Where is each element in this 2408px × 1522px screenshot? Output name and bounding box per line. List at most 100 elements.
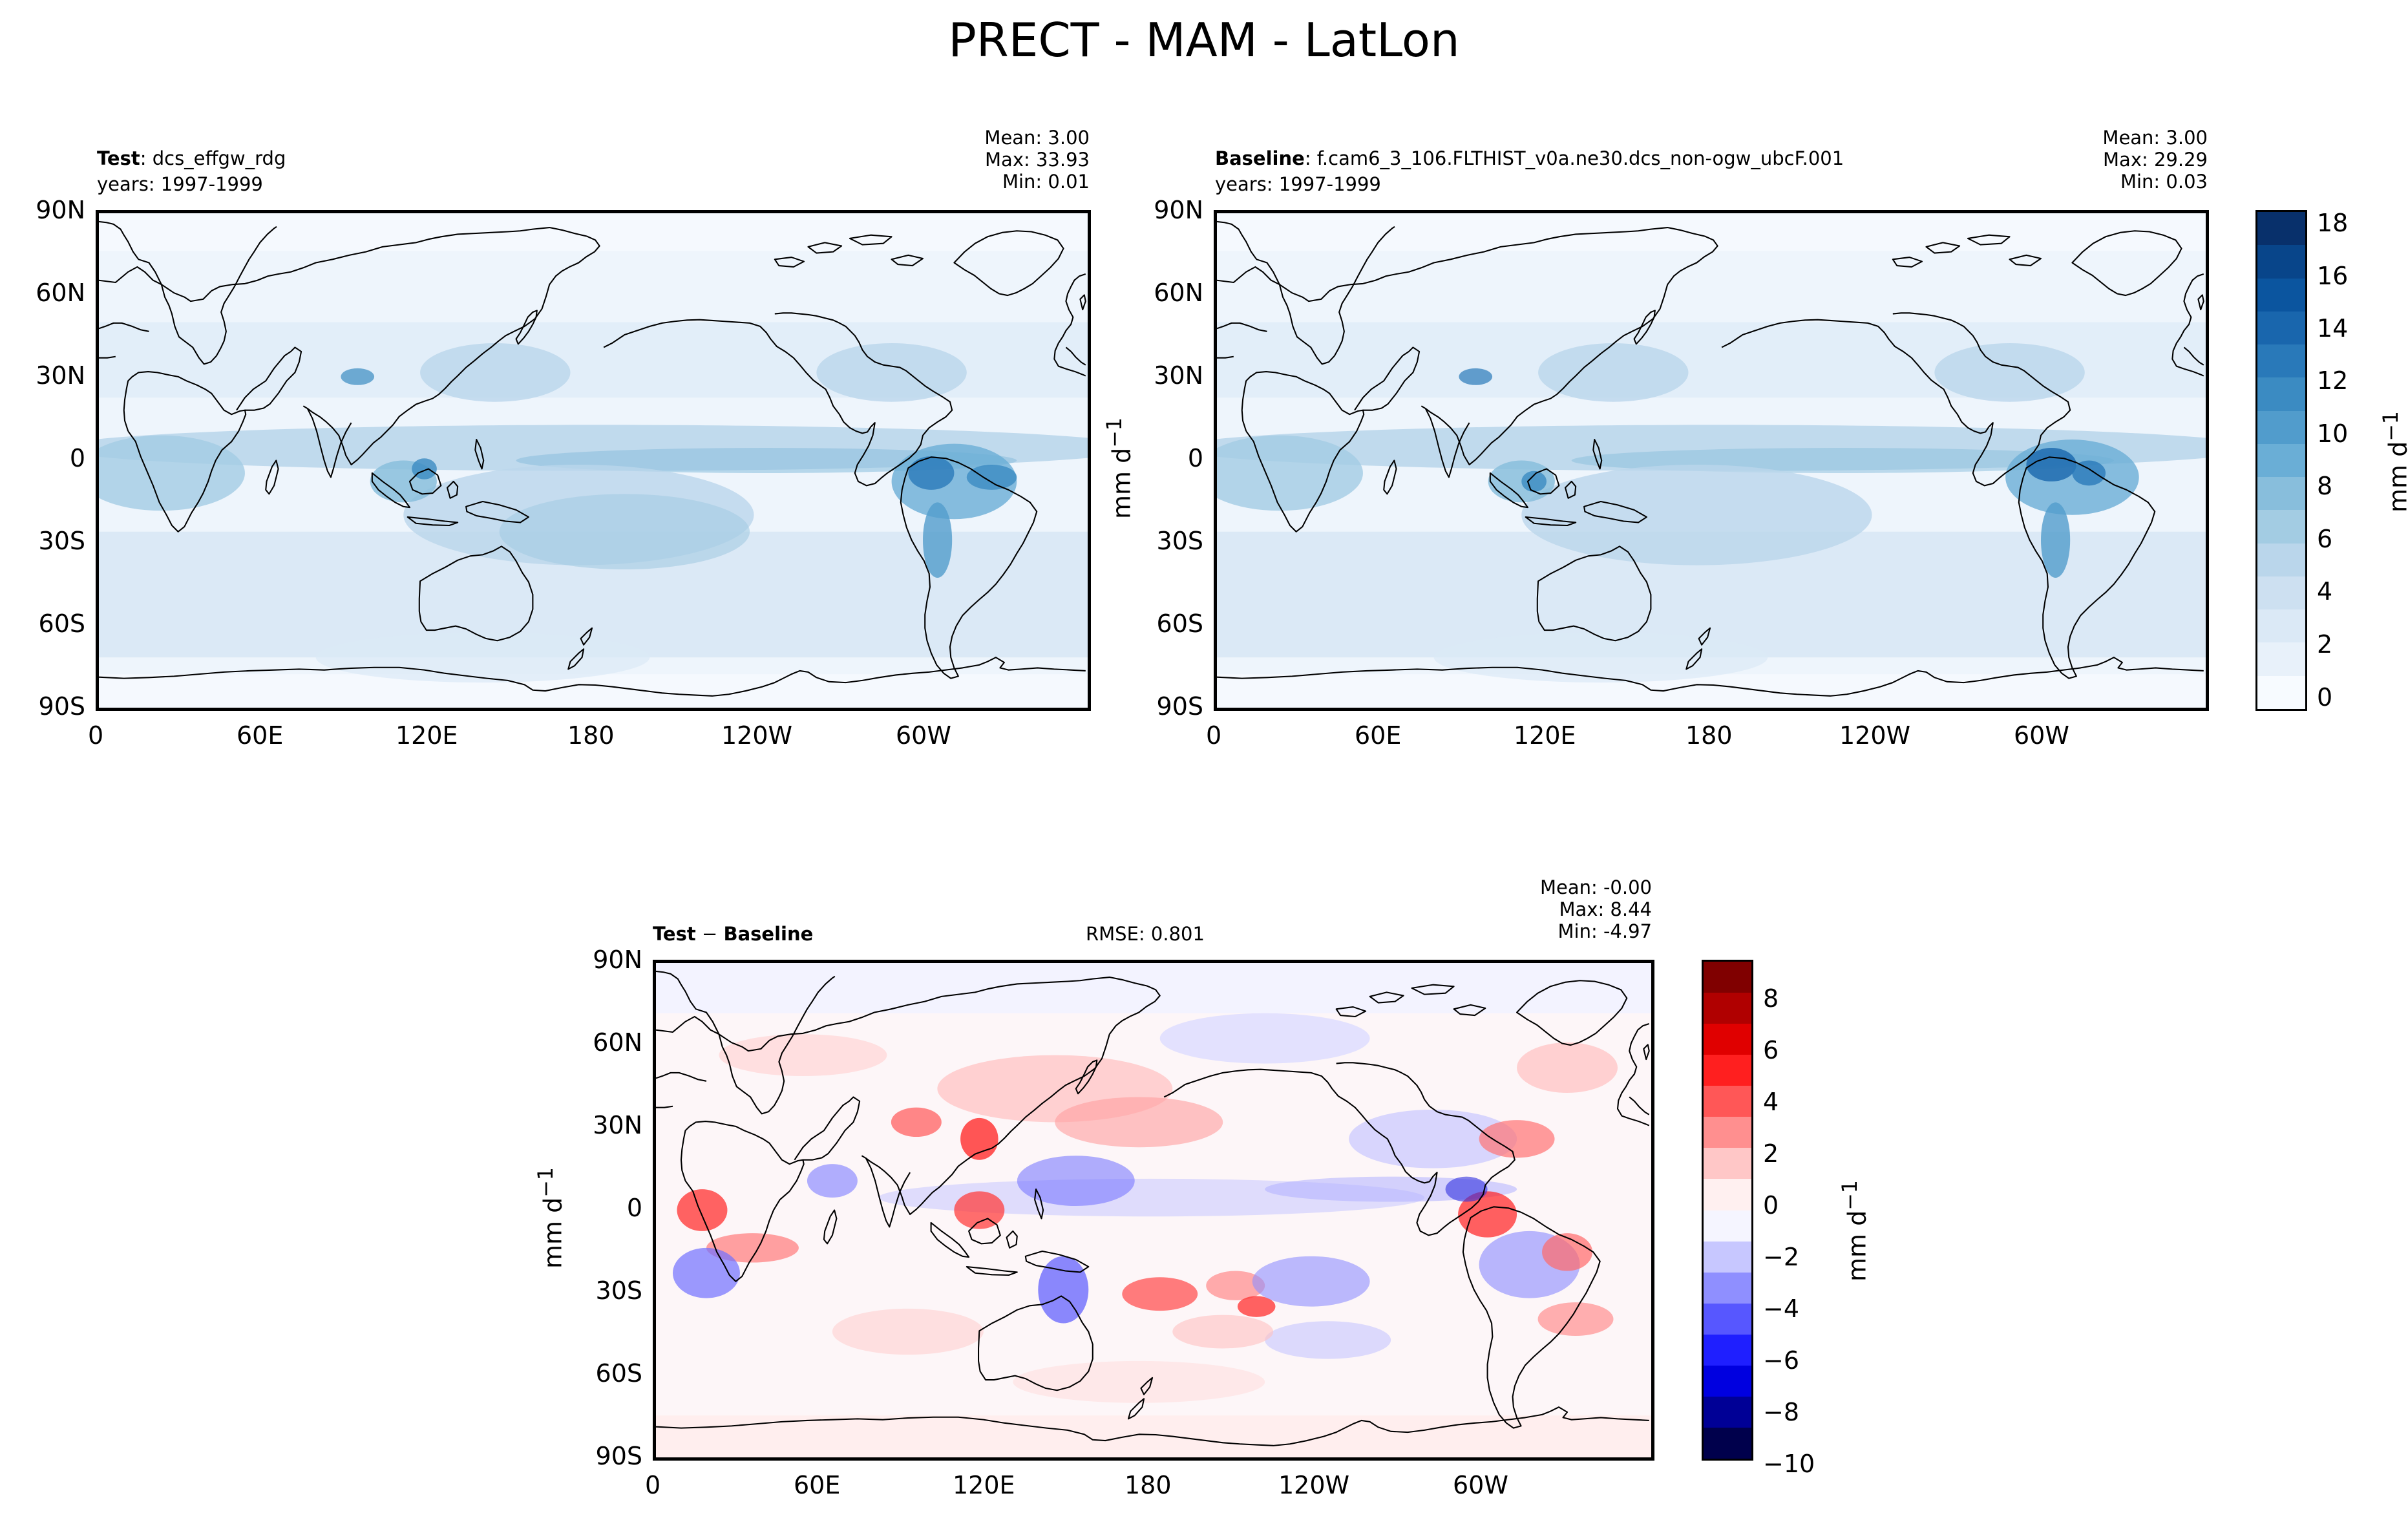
test-name-rest: : dcs_effgw_rdg <box>140 147 286 169</box>
lat-tick: 60N <box>1154 279 1203 307</box>
diff-colorbar-swatch <box>1704 1334 1751 1366</box>
test-precip-field <box>99 213 1088 708</box>
lat-tick: 30N <box>1154 361 1203 390</box>
lon-tick: 60W <box>896 721 951 750</box>
diff-lat-axis: 90N 60N 30N 0 30S 60S 90S <box>549 947 654 1477</box>
test-stats: Mean: 3.00 Max: 33.93 Min: 0.01 <box>984 127 1090 193</box>
lon-tick: 0 <box>1206 721 1222 750</box>
lat-tick: 90N <box>1154 196 1203 224</box>
lon-tick: 180 <box>567 721 615 750</box>
lon-tick: 180 <box>1685 721 1733 750</box>
precip-colorbar <box>2255 210 2307 711</box>
diff-lon-axis: 0 60E 120E 180 120W 60W <box>645 1471 1654 1505</box>
lon-tick: 180 <box>1125 1471 1172 1499</box>
precip-colorbar-swatch <box>2257 543 2305 576</box>
baseline-map <box>1214 210 2209 711</box>
precip-colorbar-swatch <box>2257 443 2305 478</box>
diff-colorbar-swatch <box>1704 1241 1751 1273</box>
test-lat-axis: 90N 60N 30N 0 30S 60S 90S <box>0 197 97 727</box>
cb-tick: −2 <box>1763 1243 1800 1271</box>
cb-tick: 18 <box>2317 209 2349 237</box>
diff-name-a: Test <box>653 923 696 945</box>
baseline-stats: Mean: 3.00 Max: 29.29 Min: 0.03 <box>2102 127 2208 193</box>
test-lon-axis: 0 60E 120E 180 120W 60W <box>88 721 1091 755</box>
baseline-stat-mean: Mean: 3.00 <box>2102 127 2208 149</box>
baseline-ylabel: mm d−1 <box>1103 417 1136 519</box>
cb-tick: 8 <box>1763 984 1779 1013</box>
cb-tick: 8 <box>2317 472 2333 500</box>
lat-tick: 90N <box>36 196 85 224</box>
cb-tick: −8 <box>1763 1398 1800 1426</box>
diff-colorbar <box>1702 960 1753 1461</box>
test-stat-min: Min: 0.01 <box>1002 171 1090 193</box>
test-header: Test: dcs_effgw_rdg <box>97 147 286 169</box>
lon-tick: 120E <box>396 721 458 750</box>
baseline-years: years: 1997-1999 <box>1215 173 1381 195</box>
lat-tick: 60S <box>38 609 85 638</box>
lon-tick: 120W <box>1839 721 1911 750</box>
cb-tick: 0 <box>2317 683 2333 712</box>
cb-tick: 4 <box>1763 1088 1779 1116</box>
lat-tick: 90S <box>38 692 85 721</box>
lat-tick: 60S <box>595 1359 642 1388</box>
precip-colorbar-swatch <box>2257 477 2305 511</box>
cb-tick: −6 <box>1763 1346 1800 1375</box>
baseline-lon-axis: 0 60E 120E 180 120W 60W <box>1206 721 2209 755</box>
test-years: years: 1997-1999 <box>97 173 263 195</box>
precip-colorbar-swatch <box>2257 675 2305 709</box>
precip-colorbar-label: mm d−1 <box>2380 411 2408 513</box>
cb-tick: 2 <box>2317 630 2333 659</box>
lon-tick: 60W <box>1453 1471 1508 1499</box>
diff-colorbar-swatch <box>1704 1210 1751 1242</box>
test-name-bold: Test <box>97 147 140 169</box>
precip-colorbar-swatch <box>2257 212 2305 246</box>
cb-tick: 10 <box>2317 419 2349 448</box>
lat-tick: 30N <box>593 1111 642 1139</box>
diff-colorbar-swatch <box>1704 1024 1751 1055</box>
diff-header: Test − Baseline <box>653 923 813 945</box>
precip-colorbar-swatch <box>2257 344 2305 378</box>
diff-colorbar-swatch <box>1704 1086 1751 1117</box>
diff-map <box>653 960 1654 1461</box>
precip-colorbar-swatch <box>2257 377 2305 411</box>
cb-tick: 2 <box>1763 1139 1779 1168</box>
cb-tick: 4 <box>2317 577 2333 606</box>
diff-name-sep: − <box>695 923 724 945</box>
diff-colorbar-swatch <box>1704 1148 1751 1179</box>
lat-tick: 90S <box>595 1442 642 1470</box>
diff-precip-field <box>656 963 1651 1457</box>
baseline-name-bold: Baseline <box>1215 147 1305 169</box>
diff-colorbar-swatch <box>1704 1396 1751 1428</box>
lat-tick: 90S <box>1156 692 1203 721</box>
baseline-stat-max: Max: 29.29 <box>2103 149 2208 171</box>
baseline-precip-field <box>1217 213 2206 708</box>
precip-colorbar-swatch <box>2257 311 2305 345</box>
diff-ylabel: mm d−1 <box>534 1167 567 1269</box>
lat-tick: 60S <box>1156 609 1203 638</box>
precip-colorbar-swatch <box>2257 576 2305 610</box>
cb-tick: −4 <box>1763 1295 1800 1323</box>
test-stat-mean: Mean: 3.00 <box>984 127 1090 149</box>
diff-stat-max: Max: 8.44 <box>1559 898 1652 920</box>
lon-tick: 60E <box>794 1471 841 1499</box>
precip-colorbar-swatch <box>2257 245 2305 279</box>
lon-tick: 0 <box>645 1471 661 1499</box>
lon-tick: 60E <box>237 721 284 750</box>
diff-colorbar-ticks: 8 6 4 2 0 −2 −4 −6 −8 −10 <box>1757 986 1828 1490</box>
precip-colorbar-swatch <box>2257 278 2305 312</box>
lat-tick: 0 <box>626 1194 642 1222</box>
lon-tick: 120E <box>953 1471 1015 1499</box>
cb-tick: 12 <box>2317 366 2349 395</box>
precip-colorbar-swatch <box>2257 510 2305 544</box>
precip-colorbar-swatch <box>2257 410 2305 444</box>
lon-tick: 60E <box>1355 721 1402 750</box>
precip-colorbar-swatch <box>2257 609 2305 643</box>
lat-tick: 0 <box>69 444 85 472</box>
lon-tick: 0 <box>88 721 104 750</box>
lat-tick: 0 <box>1187 444 1203 472</box>
precip-colorbar-ticks: 18 16 14 12 10 8 6 4 2 0 <box>2310 210 2362 714</box>
diff-colorbar-swatch <box>1704 1365 1751 1397</box>
test-map <box>96 210 1091 711</box>
figure-title: PRECT - MAM - LatLon <box>948 13 1460 67</box>
cb-tick: 0 <box>1763 1191 1779 1220</box>
